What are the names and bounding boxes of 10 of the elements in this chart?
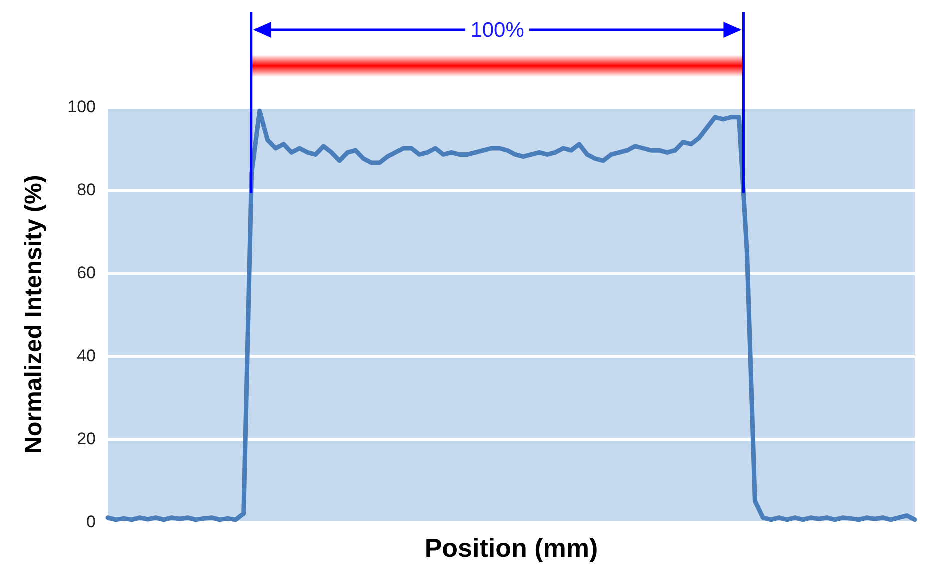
y-tick-label: 80 [77,180,96,200]
y-tick-label: 60 [77,264,96,282]
y-tick-label: 20 [77,430,96,448]
y-tick-label: 100 [68,98,96,116]
line-series [106,108,918,522]
y-axis-title: Normalized Intensity (%) [20,175,48,454]
x-axis-title: Position (mm) [424,532,598,563]
text: 100% [470,19,524,42]
y-tick-label: 40 [77,346,96,366]
y-tick-label: 0 [86,512,96,532]
